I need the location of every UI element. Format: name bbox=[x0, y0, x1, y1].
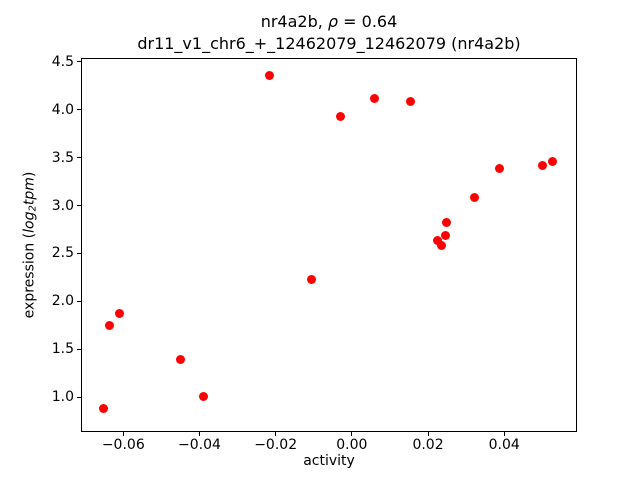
y-tick-mark bbox=[77, 396, 81, 398]
y-tick-mark bbox=[77, 205, 81, 207]
x-tick-label: 0.02 bbox=[412, 437, 444, 453]
data-point bbox=[494, 163, 504, 173]
y-tick-mark bbox=[77, 348, 81, 350]
y-tick-mark bbox=[77, 109, 81, 111]
x-tick-label: 0.00 bbox=[336, 437, 368, 453]
data-point bbox=[548, 156, 558, 166]
y-tick-label: 3.0 bbox=[51, 197, 74, 214]
chart-title-gene: nr4a2b, bbox=[260, 12, 328, 31]
x-tick-mark bbox=[503, 432, 505, 436]
x-tick-mark bbox=[351, 432, 353, 436]
x-tick-mark bbox=[198, 432, 200, 436]
data-point bbox=[114, 309, 124, 319]
data-point bbox=[437, 241, 447, 251]
y-tick-label: 1.0 bbox=[51, 389, 74, 406]
data-point bbox=[104, 320, 114, 330]
data-point bbox=[537, 160, 547, 170]
x-tick-mark bbox=[122, 432, 124, 436]
x-tick-label: 0.04 bbox=[488, 437, 520, 453]
data-point bbox=[432, 235, 442, 245]
chart-title-line2: dr11_v1_chr6_+_12462079_12462079 (nr4a2b… bbox=[137, 34, 521, 53]
data-point bbox=[370, 93, 380, 103]
data-point bbox=[175, 355, 185, 365]
chart-title: nr4a2b, ρ = 0.64 dr11_v1_chr6_+_12462079… bbox=[81, 11, 577, 55]
rho-value: = 0.64 bbox=[338, 12, 398, 31]
y-tick-label: 1.5 bbox=[51, 341, 74, 358]
data-point bbox=[265, 70, 275, 80]
x-tick-label: −0.04 bbox=[178, 437, 221, 453]
data-point bbox=[306, 274, 316, 284]
y-tick-label: 2.5 bbox=[51, 245, 74, 262]
y-tick-label: 4.5 bbox=[51, 53, 74, 70]
y-tick-label: 4.0 bbox=[51, 101, 74, 118]
y-tick-label: 3.5 bbox=[51, 149, 74, 166]
x-tick-label: −0.06 bbox=[101, 437, 145, 453]
y-tick-mark bbox=[77, 61, 81, 63]
y-tick-mark bbox=[77, 300, 81, 302]
x-tick-mark bbox=[275, 432, 277, 436]
x-tick-mark bbox=[427, 432, 429, 436]
rho-symbol: ρ bbox=[327, 12, 339, 31]
data-point bbox=[406, 96, 416, 106]
data-point bbox=[470, 193, 480, 203]
plot-area bbox=[81, 58, 577, 432]
y-tick-label: 2.0 bbox=[51, 293, 74, 310]
y-axis-label-log: log bbox=[21, 211, 38, 233]
data-point bbox=[441, 230, 451, 240]
data-point bbox=[442, 218, 452, 228]
data-point bbox=[335, 111, 345, 121]
x-axis-label: activity bbox=[303, 453, 355, 469]
y-tick-mark bbox=[77, 157, 81, 159]
data-point bbox=[98, 404, 108, 414]
data-point bbox=[198, 391, 208, 401]
chart-title-line1: nr4a2b, ρ = 0.64 bbox=[81, 11, 577, 33]
y-tick-mark bbox=[77, 252, 81, 254]
x-tick-label: −0.02 bbox=[254, 437, 298, 453]
y-axis-label-close: ) bbox=[21, 171, 38, 178]
